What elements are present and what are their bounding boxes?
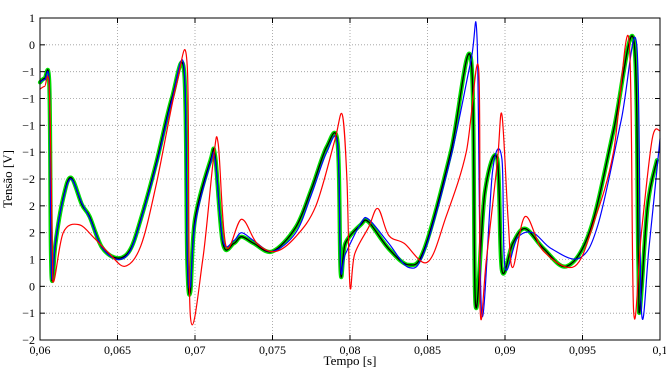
y-tick-label: −1 xyxy=(22,65,35,79)
x-tick-label: 0,085 xyxy=(414,343,441,357)
axis-ticks: 0,06 0,065 0,07 0,075 0,08 0,085 0,09 0,095 0,1 −… xyxy=(22,11,666,357)
x-axis-label: Tempo [s] xyxy=(324,353,377,368)
y-tick-label: −1 xyxy=(22,145,35,159)
y-tick-label: −1 xyxy=(22,118,35,132)
y-tick-label: 0 xyxy=(29,279,35,293)
y-tick-label: −2 xyxy=(22,333,35,347)
x-tick-label: 0,075 xyxy=(259,343,286,357)
x-tick-label: 0,1 xyxy=(653,343,666,357)
series-layer xyxy=(37,21,661,326)
x-tick-label: 0,07 xyxy=(185,343,206,357)
y-tick-label: 2 xyxy=(29,226,35,240)
y-tick-label: 1 xyxy=(29,11,35,25)
y-tick-label: 1 xyxy=(29,253,35,267)
series-line-1 xyxy=(37,34,659,315)
series-line-1-core xyxy=(39,35,658,314)
y-tick-label: −2 xyxy=(22,172,35,186)
y-tick-label: −1 xyxy=(22,92,35,106)
y-tick-label: −1 xyxy=(22,306,35,320)
y-axis-label: Tensão [V] xyxy=(0,150,15,208)
y-tick-label: 2 xyxy=(29,199,35,213)
series-line-3 xyxy=(39,35,661,326)
x-tick-label: 0,095 xyxy=(569,343,596,357)
x-tick-label: 0,08 xyxy=(340,343,361,357)
x-tick-label: 0,065 xyxy=(104,343,131,357)
x-tick-label: 0,06 xyxy=(30,343,51,357)
grid-lines xyxy=(40,18,660,340)
y-tick-label: 0 xyxy=(29,38,35,52)
x-tick-label: 0,09 xyxy=(495,343,516,357)
